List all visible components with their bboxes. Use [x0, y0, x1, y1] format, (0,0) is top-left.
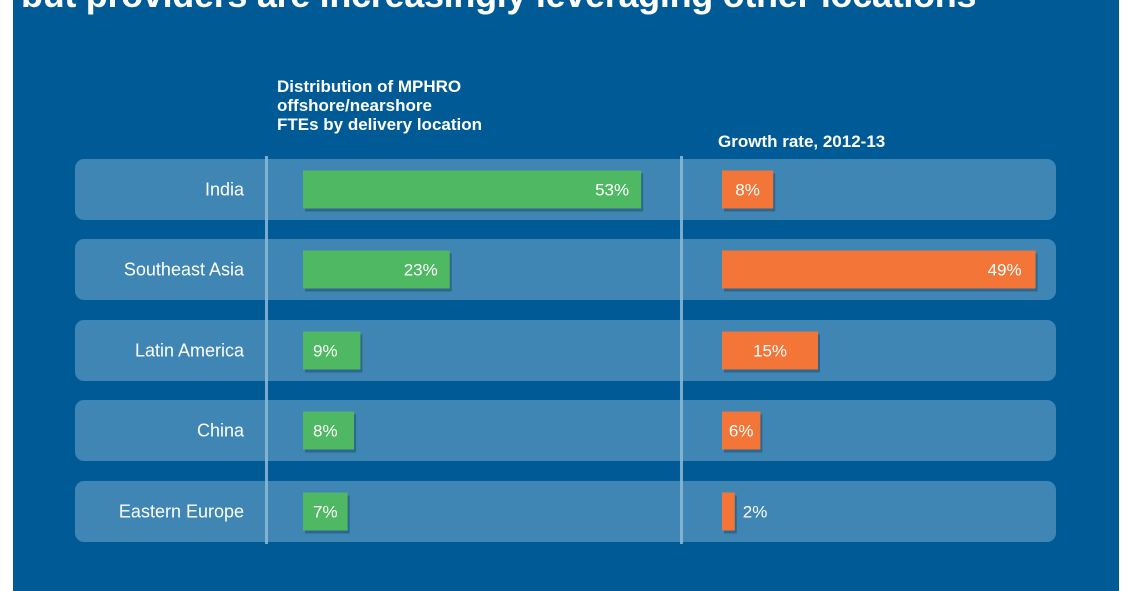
distribution-value-label: 23%	[404, 261, 438, 280]
growth-value-label: 2%	[743, 503, 768, 522]
distribution-value-label: 7%	[313, 503, 338, 522]
growth-header-line-1: Growth rate, 2012-13	[718, 132, 886, 151]
distribution-value-label: 53%	[595, 181, 629, 200]
bar-chart: India 53% 8% Southeast Asia 23% 49% Latin Amer…	[75, 156, 1056, 544]
category-label: Latin America	[135, 341, 245, 361]
growth-value-label: 8%	[735, 181, 760, 200]
distribution-bar	[303, 492, 348, 531]
distribution-value-label: 9%	[313, 342, 338, 361]
growth-bar	[722, 492, 735, 531]
category-divider	[265, 156, 268, 544]
growth-bar	[722, 331, 818, 370]
category-label: India	[205, 180, 245, 200]
series-divider	[680, 156, 683, 544]
growth-value-label: 49%	[988, 261, 1022, 280]
category-label: China	[197, 421, 245, 441]
distribution-header-line-3: FTEs by delivery location	[277, 115, 483, 134]
growth-bar	[722, 170, 774, 209]
growth-value-label: 6%	[729, 422, 754, 441]
growth-bar	[722, 411, 761, 450]
growth-bar	[722, 250, 1036, 289]
distribution-column-header: Distribution of MPHRO offshore/nearshore…	[277, 77, 577, 134]
category-label: Southeast Asia	[124, 260, 245, 280]
distribution-bar	[303, 170, 642, 209]
slide-background: but providers are increasingly leveragin…	[13, 0, 1119, 591]
growth-column-header: Growth rate, 2012-13	[718, 132, 1018, 151]
distribution-bar	[303, 250, 450, 289]
slide-title: but providers are increasingly leveragin…	[21, 0, 1119, 20]
growth-value-label: 15%	[753, 342, 787, 361]
category-label: Eastern Europe	[119, 502, 244, 522]
distribution-header-line-1: Distribution of MPHRO	[277, 77, 462, 96]
distribution-bar	[303, 411, 355, 450]
distribution-bar	[303, 331, 361, 370]
distribution-value-label: 8%	[313, 422, 338, 441]
distribution-header-line-2: offshore/nearshore	[277, 96, 432, 115]
